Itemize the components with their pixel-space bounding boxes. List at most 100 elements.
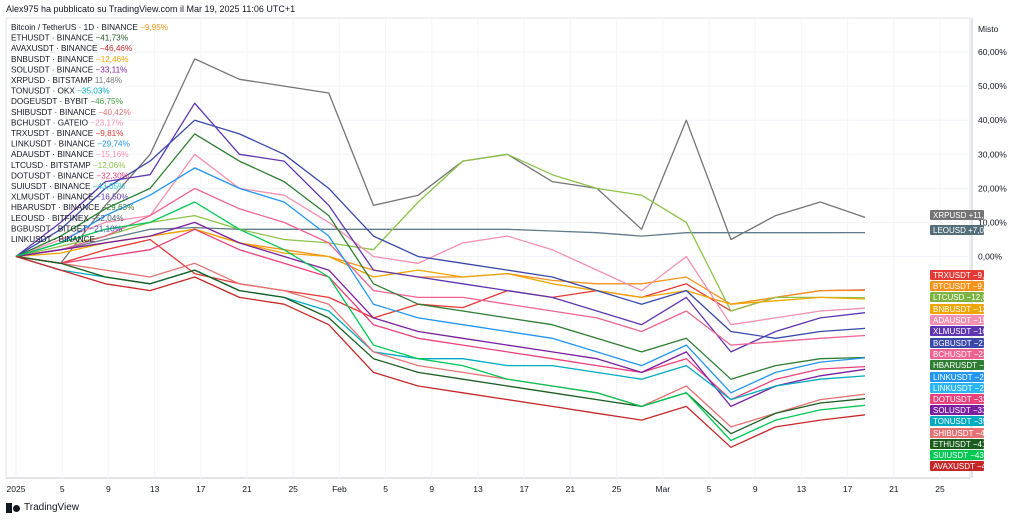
legend-item[interactable]: SUIUSDT · BINANCE −43,65% [11, 182, 125, 191]
x-tick-label: 17 [519, 484, 529, 494]
x-tick-label: Feb [332, 484, 347, 494]
series-line-trxusdt[interactable] [15, 238, 866, 319]
legend-item[interactable]: XLMUSDT · BINANCE −16,50% [11, 193, 128, 202]
series-line-ltcusd[interactable] [15, 153, 866, 312]
badge-xrpusd[interactable] [930, 210, 984, 220]
series-line-suiusdt[interactable] [15, 201, 866, 442]
x-tick-label: 5 [707, 484, 712, 494]
legend-value: −43,65% [93, 182, 126, 191]
legend-item[interactable]: DOGEUSDT · BYBIT −46,75% [11, 97, 123, 106]
legend-value: −15,16% [96, 150, 129, 159]
legend-value: −35,03% [77, 87, 110, 96]
legend-item[interactable]: DOTUSDT · BINANCE −32,30% [11, 171, 129, 180]
badge-label: SUIUSDT −43,65% [933, 451, 1002, 460]
legend-item[interactable]: SOLUSDT · BINANCE −33,11% [11, 65, 127, 74]
legend-value: −16,50% [96, 193, 129, 202]
legend-item[interactable]: LEOUSD · BITFINEX −52,04% [11, 214, 124, 223]
legend-item[interactable]: Bitcoin / TetherUS · 1D · BINANCE −9,95% [11, 23, 168, 32]
x-tick-label: 5 [383, 484, 388, 494]
legend-label: LTCUSD · BITSTAMP [11, 161, 93, 170]
legend-item[interactable]: AVAXUSDT · BINANCE −46,46% [11, 44, 132, 53]
badge-label: BNBUSDT −12,46% [933, 305, 1005, 314]
series-line-adausdt[interactable] [15, 153, 866, 326]
scale-mode-label[interactable]: Misto [978, 24, 999, 34]
badge-trxusdt[interactable] [930, 270, 984, 280]
legend-value: −21,10% [89, 224, 122, 233]
badge-adausdt[interactable] [930, 315, 984, 325]
badge-avaxusdt[interactable] [930, 461, 984, 471]
series-line-avaxusdt[interactable] [15, 255, 866, 448]
badge-hbarusdt[interactable] [930, 360, 984, 370]
badge-tonusdt[interactable] [930, 416, 984, 426]
badge-label: LINKUSDT −29,74% [933, 384, 1006, 393]
series-line-ethusdt[interactable] [15, 255, 866, 435]
legend-item[interactable]: ETHUSDT · BINANCE −41,73% [11, 34, 128, 43]
brand-label: TradingView [24, 502, 80, 513]
badge-bgbusdt[interactable] [930, 338, 984, 348]
x-tick-label: 13 [473, 484, 483, 494]
badge-btcusdt[interactable] [930, 281, 984, 291]
badge-bnbusdt[interactable] [930, 304, 984, 314]
series-line-leousd[interactable] [15, 226, 866, 258]
x-tick-label: 2025 [7, 484, 26, 494]
legend-label: BGBUSDT · BITGET [11, 224, 89, 233]
legend-item[interactable]: TRXUSDT · BINANCE −9,81% [11, 129, 123, 138]
legend-label: SHIBUSDT · BINANCE [11, 108, 98, 117]
legend-item[interactable]: BCHUSDT · GATEIO −23,17% [11, 118, 123, 127]
legend-item[interactable]: BNBUSDT · BINANCE −12,46% [11, 55, 128, 64]
legend-item[interactable]: XRPUSD · BITSTAMP 11,48% [11, 76, 122, 85]
badge-label: XLMUSDT −16,50% [933, 327, 1005, 336]
legend-value: −23,17% [90, 118, 123, 127]
legend-value: −29,63% [102, 203, 135, 212]
legend-item[interactable]: TONUSDT · OKX −35,03% [11, 87, 110, 96]
legend-label: Bitcoin / TetherUS · 1D · BINANCE [11, 23, 140, 32]
legend-item[interactable]: SHIBUSDT · BINANCE −40,42% [11, 108, 131, 117]
badge-linkusdt[interactable] [930, 383, 984, 393]
badge-label: BGBUSDT −21,10% [933, 339, 1006, 348]
badge-ltcusd[interactable] [930, 292, 984, 302]
x-tick-label: 25 [288, 484, 298, 494]
badge-shibusdt[interactable] [930, 428, 984, 438]
series-line-bgbusdt[interactable] [15, 119, 866, 339]
legend-label: AVAXUSDT · BINANCE [11, 44, 100, 53]
badge-xlmusdt[interactable] [930, 326, 984, 336]
series-line-bchusdt[interactable] [15, 187, 866, 346]
series-line-linkusdt[interactable] [15, 167, 866, 394]
badge-ethusdt[interactable] [930, 439, 984, 449]
tradingview-logo-icon [6, 502, 20, 513]
legend-value: −40,42% [98, 108, 131, 117]
badge-bchusdt[interactable] [930, 349, 984, 359]
series-line-hbarusdt[interactable] [15, 133, 866, 380]
legend-item[interactable]: ADAUSDT · BINANCE −15,16% [11, 150, 128, 159]
legend-item[interactable]: BGBUSDT · BITGET −21,10% [11, 224, 122, 233]
badge-leousd[interactable] [930, 225, 984, 235]
badge-suiusdt[interactable] [930, 450, 984, 460]
legend-value: −46,46% [100, 44, 133, 53]
series-line-dotusdt[interactable] [15, 228, 866, 401]
badge-linkusdt[interactable] [930, 372, 984, 382]
x-tick-label: 13 [150, 484, 160, 494]
legend-item[interactable]: HBARUSDT · BINANCE −29,63% [11, 203, 134, 212]
series-line-xrpusd[interactable] [15, 58, 866, 264]
legend-label: BNBUSDT · BINANCE [11, 55, 96, 64]
x-tick-label: 21 [566, 484, 576, 494]
series-line-solusdt[interactable] [15, 221, 866, 408]
legend-label: HBARUSDT · BINANCE [11, 203, 102, 212]
series-line-bnbusdt[interactable] [15, 228, 866, 305]
badge-solusdt[interactable] [930, 405, 984, 415]
series-line-shibusdt[interactable] [15, 255, 866, 428]
legend-label: XRPUSD · BITSTAMP [11, 76, 95, 85]
legend-value: −32,30% [96, 171, 129, 180]
legend-item[interactable]: LINKUSDT · BINANCE [11, 235, 96, 244]
series-line-tonusdt[interactable] [15, 255, 866, 401]
publish-header: Alex975 ha pubblicato su TradingView.com… [6, 4, 296, 14]
badge-label: AVAXUSDT −46,46% [933, 462, 1009, 471]
legend-label: LEOUSD · BITFINEX [11, 214, 91, 223]
x-tick-label: 25 [935, 484, 945, 494]
badge-dotusdt[interactable] [930, 394, 984, 404]
legend-item[interactable]: LINKUSDT · BINANCE −29,74% [11, 140, 130, 149]
legend-item[interactable]: LTCUSD · BITSTAMP −12,06% [11, 161, 125, 170]
series-line-xlmusdt[interactable] [15, 102, 866, 353]
legend-label: XLMUSDT · BINANCE [11, 193, 96, 202]
